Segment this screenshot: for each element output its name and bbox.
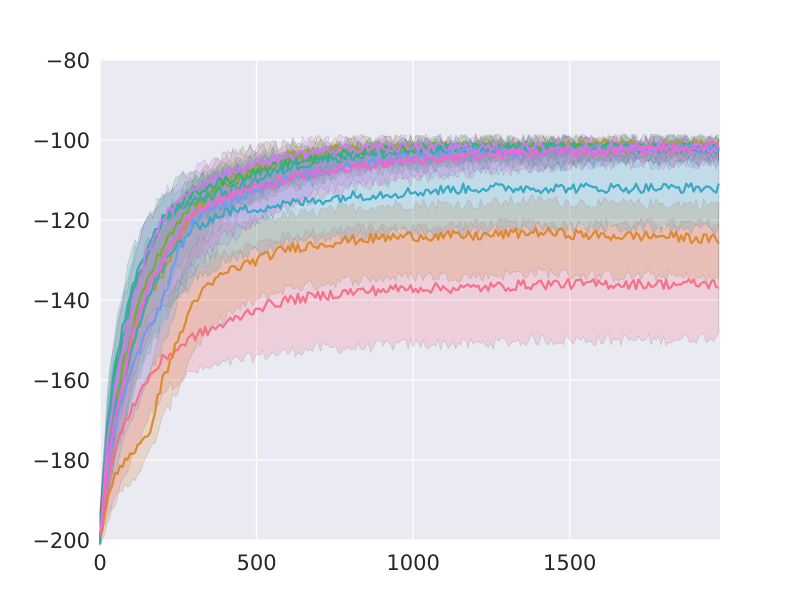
x-axis-ticks: 0 500 1000 1500 [93, 551, 596, 575]
y-tick-label: −180 [32, 449, 90, 473]
x-tick-label: 0 [93, 551, 106, 575]
line-series-7 [98, 182, 720, 537]
line-series-6 [98, 141, 720, 545]
grid-lines [99, 59, 720, 541]
band-series-9 [99, 133, 719, 538]
x-tick-label: 1000 [386, 551, 439, 575]
line-series-1 [98, 277, 719, 541]
band-series-1 [99, 217, 719, 543]
x-tick-label: 500 [237, 551, 277, 575]
x-tick-label: 1500 [543, 551, 596, 575]
line-series-10 [98, 141, 720, 536]
series-lines [98, 138, 720, 545]
y-tick-label: −160 [32, 369, 90, 393]
y-tick-label: −140 [32, 289, 90, 313]
band-series-2 [99, 194, 719, 547]
y-tick-label: −100 [32, 129, 90, 153]
band-series-3 [99, 133, 719, 546]
line-series-2 [98, 226, 720, 540]
y-tick-label: −200 [32, 529, 90, 553]
y-axis-ticks: −80 −100 −120 −140 −160 −180 −200 [32, 49, 90, 553]
y-tick-label: −80 [46, 49, 90, 73]
line-series-9 [98, 141, 720, 536]
y-tick-label: −120 [32, 209, 90, 233]
